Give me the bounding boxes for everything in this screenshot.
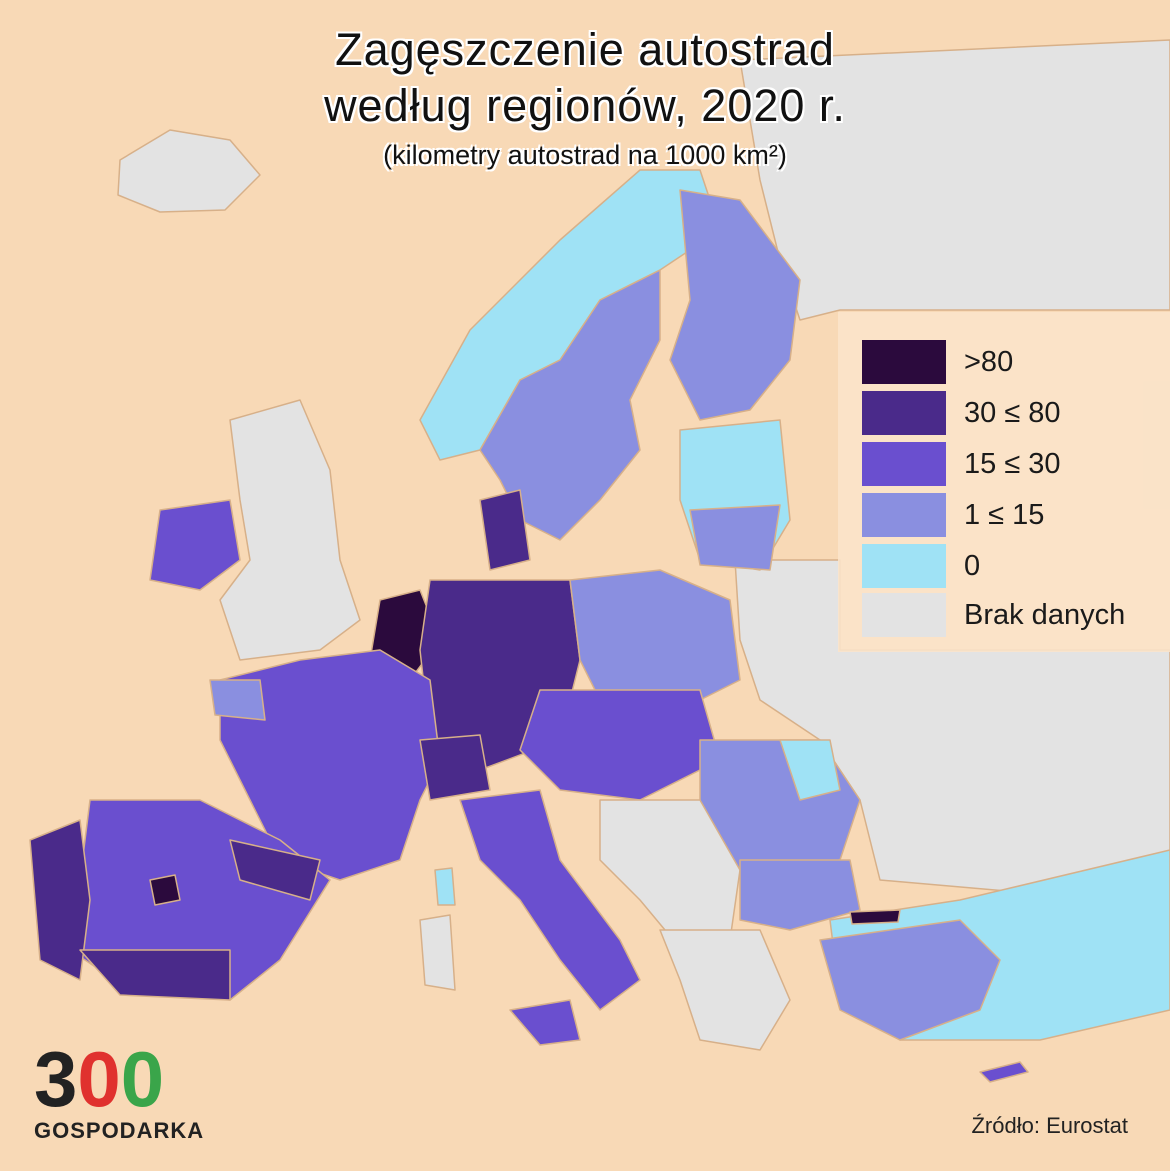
region-bulgaria	[739, 859, 861, 931]
title-line-2: według regionów, 2020 r.	[324, 80, 846, 131]
legend-item-30-80: 30 ≤ 80	[862, 391, 1061, 435]
logo-digit-3: 0	[120, 1035, 165, 1123]
region-iceland	[117, 129, 261, 213]
region-france	[219, 649, 441, 881]
logo-digit-2: 0	[77, 1035, 121, 1123]
region-moldova-area	[779, 739, 841, 801]
legend-label: 0	[964, 549, 981, 582]
legend-item-15-30: 15 ≤ 30	[862, 442, 1061, 486]
region-corsica	[434, 867, 456, 906]
region-portugal	[29, 819, 91, 981]
region-greece	[659, 929, 791, 1051]
region-andalusia	[79, 949, 231, 1001]
legend: >80 30 ≤ 80 15 ≤ 30 1 ≤ 15 0 Brak danych	[838, 312, 1170, 652]
region-sardinia	[419, 914, 456, 991]
region-madrid	[149, 874, 181, 906]
region-russia	[739, 39, 1170, 321]
legend-label: >80	[964, 345, 1014, 378]
legend-swatch	[862, 340, 946, 384]
region-catalonia	[229, 839, 321, 901]
legend-swatch	[862, 493, 946, 537]
region-turkey-west	[819, 919, 1001, 1041]
legend-label: 1 ≤ 15	[964, 498, 1045, 531]
subtitle: (kilometry autostrad na 1000 km²)	[383, 140, 787, 170]
region-switzerland	[419, 734, 491, 801]
region-italy	[459, 789, 641, 1011]
region-poland	[569, 569, 741, 701]
source-note: Źródło: Eurostat	[971, 1113, 1128, 1138]
legend-item-gt80: >80	[862, 340, 1013, 384]
legend-swatch	[862, 442, 946, 486]
region-lithuania	[689, 504, 781, 571]
region-cyprus	[979, 1061, 1029, 1083]
legend-swatch	[862, 391, 946, 435]
map-header: Zagęszczenie autostrad według regionów, …	[0, 22, 1170, 171]
logo-digits: 3 0 0	[34, 1035, 234, 1123]
region-central	[519, 689, 721, 801]
legend-swatch	[862, 593, 946, 637]
legend-label: 30 ≤ 80	[964, 396, 1061, 429]
legend-item-no-data: Brak danych	[862, 593, 1125, 637]
legend-item-0: 0	[862, 544, 980, 588]
legend-swatch	[862, 544, 946, 588]
logo-digit-1: 3	[34, 1035, 78, 1123]
region-finland	[669, 189, 801, 421]
logo-300-gospodarka: 3 0 0 GOSPODARKA	[34, 1035, 234, 1143]
region-denmark	[479, 489, 531, 571]
legend-item-1-15: 1 ≤ 15	[862, 493, 1044, 537]
region-france-west	[209, 679, 266, 721]
title-line-1: Zagęszczenie autostrad	[335, 24, 835, 75]
region-ireland	[149, 499, 241, 591]
region-istanbul	[849, 909, 901, 925]
logo-word: GOSPODARKA	[34, 1118, 205, 1143]
legend-label: Brak danych	[964, 598, 1126, 631]
region-sicily	[509, 999, 581, 1046]
region-uk	[219, 399, 361, 661]
legend-label: 15 ≤ 30	[964, 447, 1061, 480]
